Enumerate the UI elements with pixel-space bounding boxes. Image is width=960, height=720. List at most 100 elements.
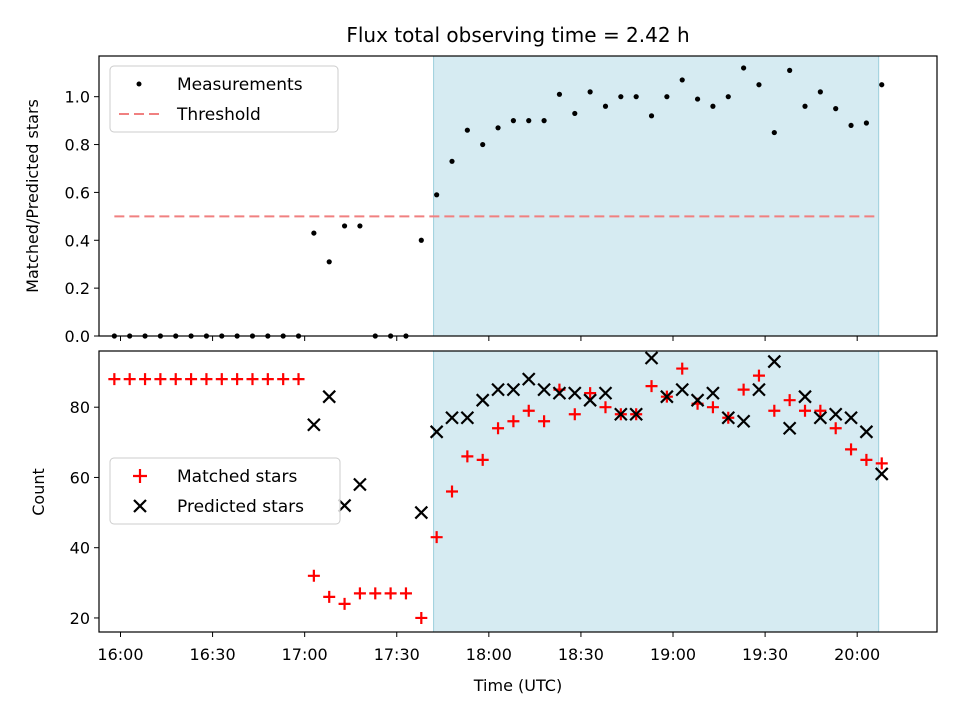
predicted-star-point: [859, 425, 874, 439]
bottom-y-axis-ticks: 20 40 60 80: [70, 398, 99, 628]
y-tick-label: 20: [70, 609, 90, 628]
matched-star-point: [814, 404, 827, 417]
x-tick-label: 19:30: [742, 645, 788, 664]
legend-predicted-label: Predicted stars: [177, 497, 304, 517]
chart-title: Flux total observing time = 2.42 h: [346, 23, 689, 47]
matched-star-point: [231, 373, 244, 386]
predicted-star-point: [844, 410, 858, 425]
matched-star-point: [430, 531, 443, 544]
measurement-point: [848, 122, 854, 129]
measurement-point: [464, 127, 470, 133]
matched-star-point: [277, 373, 290, 386]
matched-star-point: [676, 362, 689, 375]
predicted-star-point: [675, 382, 690, 397]
matched-star-point: [169, 373, 182, 386]
y-tick-label: 0.6: [65, 183, 90, 202]
bottom-x-axis-ticks: 16:00 16:30 17:00 17:30 18:00 18:30 19:00 19:30…: [97, 632, 880, 664]
matched-star-point: [522, 404, 535, 417]
y-tick-label: 0.2: [65, 279, 90, 298]
matched-stars-points: [108, 362, 888, 624]
predicted-star-point: [583, 393, 597, 407]
matched-star-point: [353, 587, 366, 600]
matched-star-point: [568, 408, 581, 421]
legend-measurements-marker: [136, 81, 142, 87]
bottom-legend: Matched stars Predicted stars: [109, 457, 341, 525]
matched-star-point: [292, 373, 305, 386]
y-tick-label: 0.8: [65, 136, 90, 155]
matched-star-point: [338, 597, 351, 610]
predicted-star-point: [752, 382, 766, 397]
matched-star-point: [768, 404, 781, 417]
measurement-point: [694, 96, 701, 102]
predicted-star-point: [307, 417, 321, 432]
matched-star-point: [584, 387, 597, 400]
x-tick-label: 17:30: [374, 645, 420, 664]
matched-star-point: [538, 415, 551, 428]
top-y-axis-label: Matched/Predicted stars: [23, 99, 42, 293]
matched-star-point: [706, 401, 719, 414]
measurement-point: [418, 237, 424, 243]
matched-star-point: [737, 383, 750, 396]
predicted-star-point: [767, 354, 782, 369]
matched-star-point: [752, 369, 765, 382]
matched-star-point: [492, 422, 505, 435]
legend-threshold-label: Threshold: [176, 105, 261, 125]
measurement-point: [541, 118, 547, 124]
predicted-stars-points: [307, 351, 889, 520]
measurement-point: [602, 103, 609, 109]
predicted-star-point: [506, 382, 521, 397]
y-tick-label: 0.4: [65, 231, 90, 250]
predicted-star-point: [644, 351, 659, 365]
x-tick-label: 17:00: [282, 645, 328, 664]
y-tick-label: 0.0: [65, 327, 90, 346]
predicted-star-point: [414, 505, 429, 520]
matched-star-point: [200, 373, 213, 386]
predicted-star-point: [521, 372, 536, 386]
measurement-point: [572, 110, 578, 117]
predicted-star-point: [353, 477, 367, 492]
predicted-star-point: [614, 407, 628, 422]
matched-star-point: [476, 453, 489, 466]
predicted-star-point: [552, 386, 567, 400]
measurement-point: [449, 158, 455, 164]
measurement-point: [480, 141, 486, 148]
measurement-point: [710, 103, 716, 109]
predicted-star-point: [706, 386, 720, 400]
measurement-point: [510, 118, 516, 124]
measurement-point: [725, 94, 731, 100]
matched-star-point: [799, 404, 812, 417]
matched-star-point: [645, 380, 658, 393]
measurement-point: [587, 89, 593, 95]
predicted-star-point: [491, 382, 505, 397]
measurement-point: [526, 118, 532, 124]
predicted-star-point: [721, 410, 736, 425]
predicted-star-point: [337, 498, 352, 513]
top-shaded-region: [433, 55, 880, 337]
predicted-star-point: [537, 382, 551, 397]
predicted-star-point: [828, 407, 843, 422]
legend-predicted-marker: [133, 499, 147, 513]
matched-star-point: [307, 569, 320, 582]
measurement-point: [679, 77, 685, 83]
matched-star-point: [261, 373, 274, 386]
predicted-star-point: [782, 421, 797, 436]
measurement-point: [664, 94, 670, 100]
measurement-point: [741, 65, 747, 71]
matched-star-point: [369, 587, 382, 600]
measurement-point: [434, 192, 440, 198]
matched-star-point: [461, 450, 474, 463]
measurement-point: [833, 106, 839, 112]
x-tick-label: 16:30: [190, 645, 236, 664]
measurement-point: [326, 259, 332, 265]
matched-star-point: [399, 587, 412, 600]
matched-star-point: [246, 373, 259, 386]
matched-star-point: [108, 373, 121, 386]
predicted-star-point: [629, 407, 643, 422]
bottom-axes-frame: [98, 350, 938, 633]
matched-star-point: [507, 415, 520, 428]
legend-matched-label: Matched stars: [177, 467, 297, 487]
measurement-point: [495, 125, 501, 131]
predicted-star-point: [475, 393, 490, 407]
